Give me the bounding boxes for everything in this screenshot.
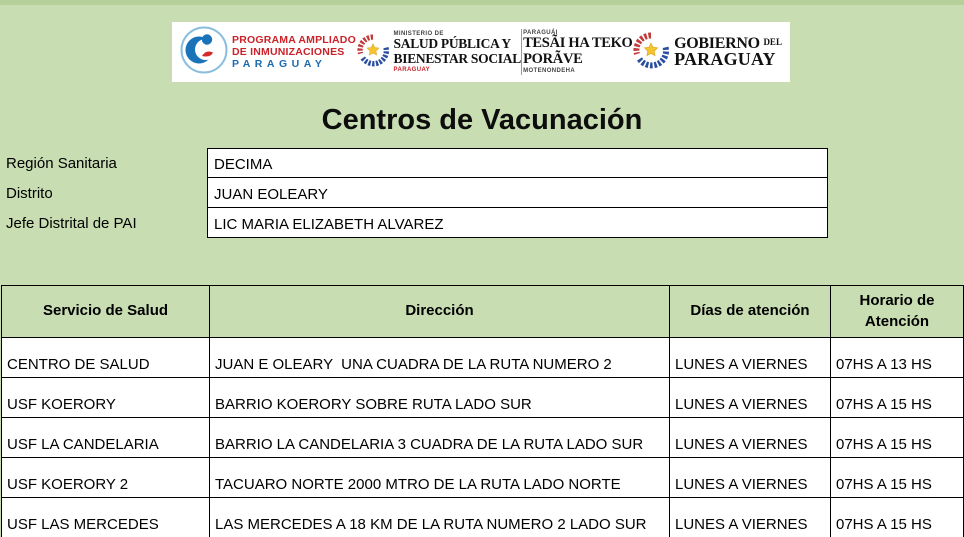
- pai-logo-text: PROGRAMA AMPLIADO DE INMUNIZACIONES PARA…: [232, 34, 356, 70]
- table-row-0-direccion: JUAN E OLEARY UNA CUADRA DE LA RUTA NUME…: [210, 338, 669, 377]
- table-row-2-horario: 07HS A 15 HS: [831, 418, 963, 457]
- ministerio-logo: MINISTERIO DE SALUD PÚBLICA Y BIENESTAR …: [356, 31, 522, 73]
- table-row-0-dias: LUNES A VIERNES: [670, 338, 830, 377]
- region-sanitaria-label: Región Sanitaria: [6, 155, 117, 172]
- table-row-0-servicio: CENTRO DE SALUD: [2, 338, 209, 377]
- table-row-4-direccion: LAS MERCEDES A 18 KM DE LA RUTA NUMERO 2…: [210, 498, 669, 537]
- region-sanitaria-field[interactable]: DECIMA: [207, 148, 828, 178]
- pai-paraguay: PARAGUAY: [232, 58, 327, 71]
- page-top-edge: [0, 0, 964, 5]
- guarani-text-block: PARAGUÁI TESÃI HA TEKO PORÃVE MOTENONDEH…: [523, 30, 633, 74]
- logo-band: PROGRAMA AMPLIADO DE INMUNIZACIONES PARA…: [172, 22, 790, 82]
- table-row-3-servicio: USF KOERORY 2: [2, 458, 209, 497]
- header-dias: Días de atención: [670, 286, 830, 337]
- table-row-2-direccion: BARRIO LA CANDELARIA 3 CUADRA DE LA RUTA…: [210, 418, 669, 457]
- table-row-1-dias: LUNES A VIERNES: [670, 378, 830, 417]
- distrito-label: Distrito: [6, 185, 53, 202]
- pai-line2: DE INMUNIZACIONES: [232, 45, 345, 58]
- pai-logo-icon: [180, 26, 228, 79]
- header-direccion: Dirección: [210, 286, 669, 337]
- vaccination-centers-table: Servicio de Salud Dirección Días de aten…: [1, 285, 964, 537]
- table-row-3-dias: LUNES A VIERNES: [670, 458, 830, 497]
- table-row-2-dias: LUNES A VIERNES: [670, 418, 830, 457]
- pai-line1: PROGRAMA AMPLIADO: [232, 33, 356, 46]
- guarani-small-bottom: MOTENONDEHA: [523, 67, 576, 74]
- page-title: Centros de Vacunación: [321, 104, 643, 136]
- gobierno-line2: PARAGUAY: [674, 49, 776, 70]
- jefe-distrital-label: Jefe Distrital de PAI: [6, 215, 137, 232]
- form-row-distrito: Distrito JUAN EOLEARY: [0, 178, 831, 208]
- jefe-distrital-field[interactable]: LIC MARIA ELIZABETH ALVAREZ: [207, 208, 828, 238]
- ministerio-line2: BIENESTAR SOCIAL: [393, 51, 522, 66]
- gobierno-logo: GOBIERNO DEL PARAGUAY: [633, 31, 782, 74]
- table-row-4-horario: 07HS A 15 HS: [831, 498, 963, 537]
- table-row-1-direccion: BARRIO KOERORY SOBRE RUTA LADO SUR: [210, 378, 669, 417]
- table-row-3-direccion: TACUARO NORTE 2000 MTRO DE LA RUTA LADO …: [210, 458, 669, 497]
- gobierno-line1: GOBIERNO DEL: [674, 34, 782, 52]
- form-area: Región Sanitaria DECIMA Distrito JUAN EO…: [0, 148, 831, 238]
- ministerio-small-bottom: PARAGUAY: [393, 66, 431, 73]
- table-row-0-horario: 07HS A 13 HS: [831, 338, 963, 377]
- ministerio-emblem-icon: [356, 32, 389, 73]
- ministerio-text: MINISTERIO DE SALUD PÚBLICA Y BIENESTAR …: [393, 31, 522, 73]
- form-row-region: Región Sanitaria DECIMA: [0, 148, 831, 178]
- ministerio-small-top: MINISTERIO DE: [393, 31, 444, 38]
- table-row-1-servicio: USF KOERORY: [2, 378, 209, 417]
- table-row-4-dias: LUNES A VIERNES: [670, 498, 830, 537]
- guarani-small-top: PARAGUÁI: [523, 30, 558, 37]
- gobierno-del: DEL: [763, 36, 782, 47]
- ministerio-line1: SALUD PÚBLICA Y: [393, 36, 512, 52]
- table-row-1-horario: 07HS A 15 HS: [831, 378, 963, 417]
- gobierno-text: GOBIERNO DEL PARAGUAY: [674, 34, 782, 70]
- gobierno-emblem-icon: [633, 31, 670, 74]
- pai-logo: PROGRAMA AMPLIADO DE INMUNIZACIONES PARA…: [180, 26, 356, 79]
- table-row-3-horario: 07HS A 15 HS: [831, 458, 963, 497]
- guarani-line1: TESÃI HA TEKO: [523, 35, 633, 52]
- logo-divider: [521, 29, 523, 75]
- distrito-field[interactable]: JUAN EOLEARY: [207, 178, 828, 208]
- table-row-2-servicio: USF LA CANDELARIA: [2, 418, 209, 457]
- header-servicio: Servicio de Salud: [2, 286, 209, 337]
- guarani-line2: PORÃVE: [523, 51, 583, 67]
- header-horario: Horario de Atención: [831, 286, 963, 337]
- table-row-4-servicio: USF LAS MERCEDES: [2, 498, 209, 537]
- form-row-jefe: Jefe Distrital de PAI LIC MARIA ELIZABET…: [0, 208, 831, 238]
